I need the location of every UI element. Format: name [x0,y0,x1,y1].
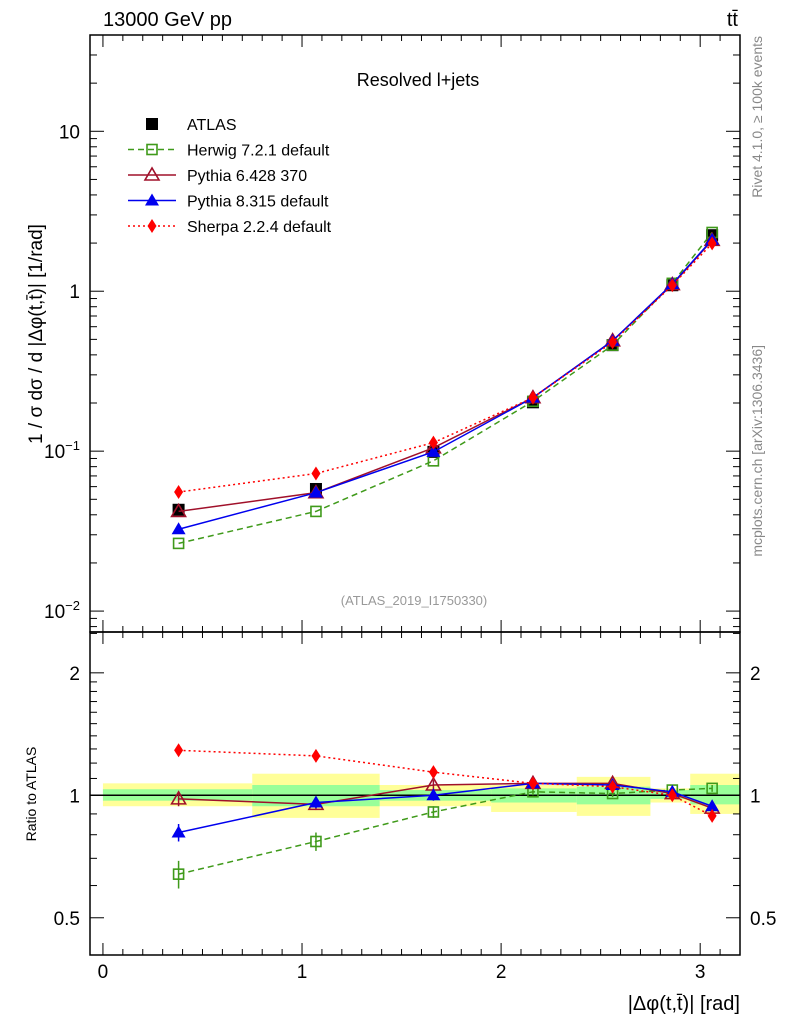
data-point [172,537,185,550]
legend-label: Pythia 6.428 370 [187,168,307,185]
data-point [667,278,677,293]
ratio-y-tick-label-right: 2 [750,664,761,685]
legend-label: Pythia 8.315 default [187,194,329,211]
ratio-y-tick-label: 0.5 [54,909,80,930]
data-point [427,806,440,818]
header-right: tt̄ [727,9,739,31]
data-point [310,505,322,518]
data-point [528,390,538,405]
data-point [667,788,677,803]
data-point [171,522,186,535]
main-series-atlas [172,229,719,516]
data-point [426,788,441,801]
y-axis-label: 1 / σ dσ / d |Δφ(t,t̄)| [1/rad] [26,224,47,444]
data-point [171,825,186,838]
data-point [428,435,438,450]
header-left: 13000 GeV pp [103,9,232,31]
legend-item-pythia-6-428-370: Pythia 6.428 370 [128,166,307,185]
main-series-pythia-8-315-default [171,232,720,535]
ratio-y-tick-label: 1 [69,786,80,807]
data-point [426,444,441,457]
legend-marker [146,118,158,130]
legend-item-herwig-7-2-1-default: Herwig 7.2.1 default [128,143,330,160]
x-tick-label: 2 [496,962,507,983]
data-point [707,236,717,251]
data-point [310,835,322,848]
main-line-sherpa-2-2-4-default [178,242,713,493]
data-point [174,485,184,500]
legend-marker [143,166,161,181]
y-tick-label: 1 [69,282,80,303]
legend-label: Sherpa 2.2.4 default [187,219,332,236]
data-point [608,779,618,794]
data-point [308,795,323,808]
analysis-id: (ATLAS_2019_I1750330) [341,593,487,608]
legend-marker [145,193,159,206]
axes: 0 1 2 3 10−2 10−1 1 10 0.5 0.5 1 1 2 2 [44,34,776,983]
series-layer [170,226,721,889]
data-point [528,776,538,791]
legend-label: ATLAS [187,117,237,134]
data-point [170,502,187,518]
x-tick-label: 0 [98,962,109,983]
ratio-frame [89,631,741,956]
data-point [311,466,321,481]
ratio-y-tick-label: 2 [69,664,80,685]
data-point [172,503,185,516]
legend-item-atlas: ATLAS [146,117,237,134]
data-point [174,743,184,758]
legend: ATLAS Herwig 7.2.1 default Pythia 6.428 37… [128,117,332,236]
chart-title: Resolved l+jets [357,70,480,90]
main-line-herwig-7-2-1-default [178,232,713,545]
data-point [705,799,720,812]
x-tick-label: 3 [695,962,706,983]
y-tick-label: 10−1 [44,438,80,463]
legend-item-pythia-8-315-default: Pythia 8.315 default [128,193,329,211]
legend-marker [146,143,158,156]
ratio-y-tick-label-right: 0.5 [750,909,776,930]
data-point [707,808,717,823]
main-line-pythia-8-315-default [178,239,713,530]
mcplots-credit: mcplots.cern.ch [arXiv:1306.3436] [749,345,765,557]
rivet-version: Rivet 4.1.0, ≥ 100k events [749,36,765,198]
main-line-pythia-6-428-370 [178,239,713,513]
data-point [172,868,185,880]
data-point [170,790,187,805]
main-series-sherpa-2-2-4-default [174,236,717,500]
legend-label: Herwig 7.2.1 default [187,143,330,160]
data-point [706,782,718,795]
y-tick-label: 10 [59,122,80,143]
x-tick-label: 1 [297,962,308,983]
legend-item-sherpa-2-2-4-default: Sherpa 2.2.4 default [128,219,332,236]
y-tick-label: 10−2 [44,598,80,623]
data-point [308,485,323,498]
legend-marker [147,219,157,233]
ratio-series-sherpa-2-2-4-default [174,743,717,823]
data-point [428,765,438,780]
x-axis-label: |Δφ(t,t̄)| [rad] [628,993,740,1015]
ratio-y-tick-label-right: 1 [750,786,761,807]
main-series-pythia-6-428-370 [170,231,721,518]
data-point [608,335,618,350]
ratio-y-axis-label: Ratio to ATLAS [23,747,39,842]
data-point [311,748,321,763]
